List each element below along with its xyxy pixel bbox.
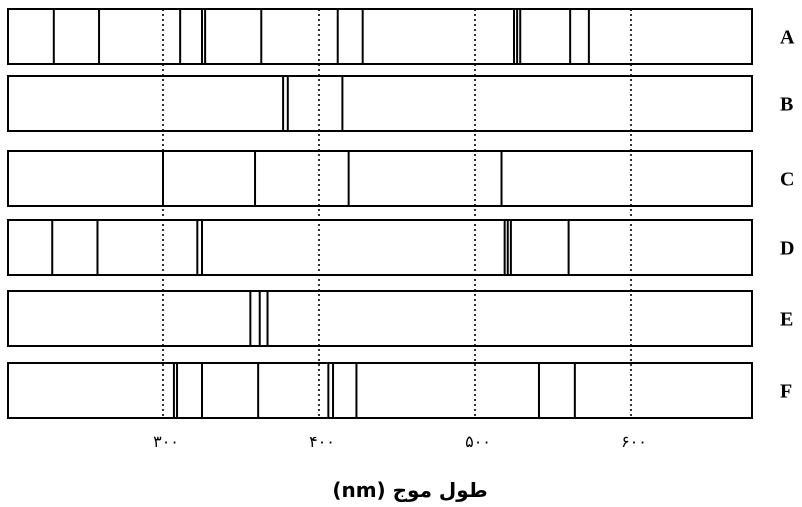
tick-label-300: ۳۰۰ [153,432,179,451]
strip-label-F: F [780,381,792,403]
spectra-strips: A B C D E F [7,8,795,419]
strip-frame-E [7,290,753,347]
strip-label-E: E [780,309,793,331]
strip-frame-C [7,150,753,207]
spectrum-D: D [7,219,794,276]
spectrum-B: B [7,75,793,132]
wavelength-tick-labels: ۳۰۰ ۴۰۰ ۵۰۰ ۶۰۰ [153,432,647,451]
reference-gridlines [162,9,632,418]
strip-label-D: D [780,238,794,260]
strip-label-A: A [780,27,795,49]
strip-frame-A [7,8,753,65]
tick-label-600: ۶۰۰ [621,432,647,451]
spectrum-E: E [7,290,793,347]
spectrum-A: A [7,8,795,65]
strip-frame-D [7,219,753,276]
strip-frame-B [7,75,753,132]
spectrum-F: F [7,362,792,419]
strip-label-B: B [780,94,793,116]
spectrum-C: C [7,150,794,207]
strip-label-C: C [780,169,794,191]
strip-frame-F [7,362,753,419]
tick-label-400: ۴۰۰ [309,432,335,451]
axis-label: طول موج (nm) [332,478,487,502]
tick-label-500: ۵۰۰ [465,432,491,451]
